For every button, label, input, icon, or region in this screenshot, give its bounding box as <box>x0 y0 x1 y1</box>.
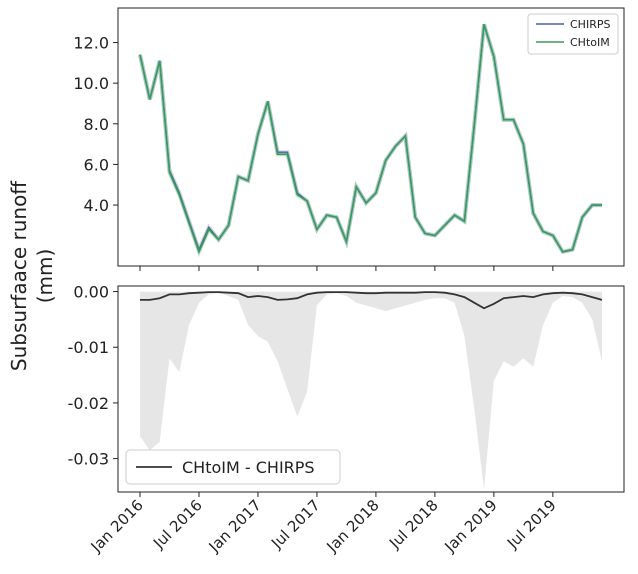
bottom-band-area <box>140 291 602 490</box>
x-tick-label: Jul 2017 <box>267 496 324 553</box>
top-legend: CHIRPS CHtoIM <box>527 13 619 55</box>
bottom-y-tick-label: -0.02 <box>68 394 109 413</box>
bottom-y-tick-label: -0.01 <box>68 338 109 357</box>
top-y-tick-label: 8.0 <box>84 115 109 134</box>
x-tick-label: Jan 2018 <box>323 496 383 556</box>
top-y-tick-label: 6.0 <box>84 155 109 174</box>
top-plot-area <box>138 23 602 258</box>
x-tick-label: Jul 2019 <box>503 496 560 553</box>
bottom-y-tick-label: -0.03 <box>68 450 109 469</box>
x-tick-label: Jan 2016 <box>87 496 147 556</box>
difference-range-band <box>140 291 602 490</box>
bottom-legend: CHtoIM - CHIRPS <box>125 449 341 485</box>
series-line-difference <box>140 291 603 310</box>
top-y-tick-label: 10.0 <box>73 74 109 93</box>
y-axis-label-line-1: Subsurfaace runoff <box>7 180 31 371</box>
bottom-y-axis: 0.00 -0.01 -0.02 -0.03 <box>68 283 118 469</box>
x-tick-label: Jul 2018 <box>385 496 442 553</box>
bottom-y-tick-label: 0.00 <box>73 283 109 302</box>
series-line-chtoim <box>139 24 602 254</box>
legend-label-difference: CHtoIM - CHIRPS <box>182 458 315 477</box>
top-y-axis: 4.0 6.0 8.0 10.0 12.0 <box>73 34 118 215</box>
y-axis-label-line-2: (mm) <box>33 249 57 304</box>
top-y-tick-label: 4.0 <box>84 196 109 215</box>
x-tick-label: Jan 2019 <box>441 496 501 556</box>
x-tick-label: Jul 2016 <box>149 496 206 553</box>
legend-label-chirps: CHIRPS <box>570 18 610 31</box>
top-y-tick-label: 12.0 <box>73 34 109 53</box>
bottom-legend-box <box>125 449 341 485</box>
legend-label-chtoim: CHtoIM <box>570 36 610 49</box>
bottom-plot-area <box>140 291 603 310</box>
x-tick-label: Jan 2017 <box>205 496 265 556</box>
